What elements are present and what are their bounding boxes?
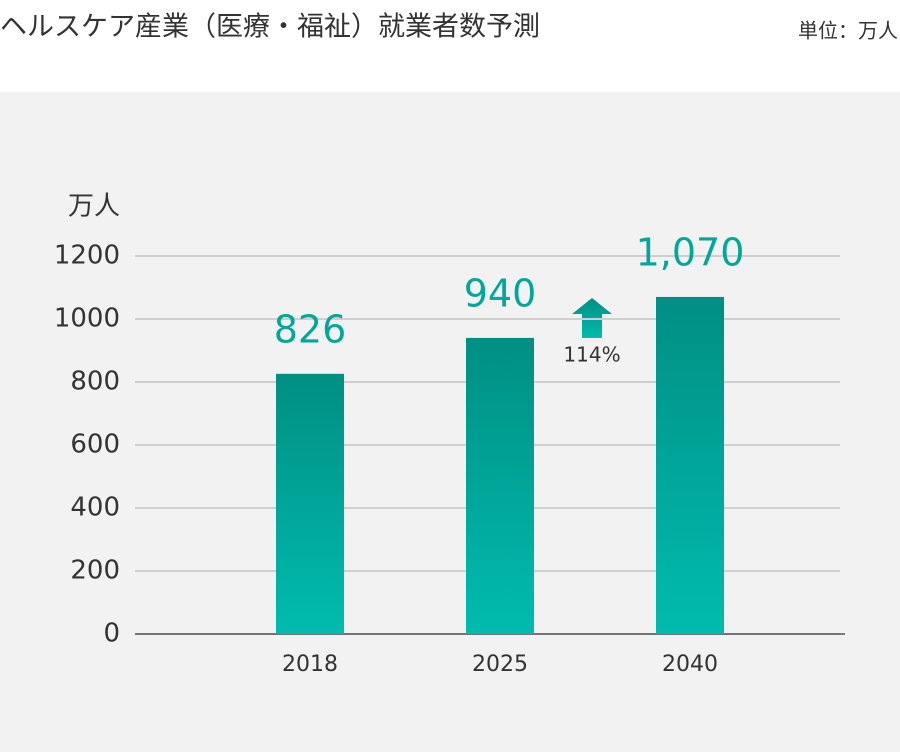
y-tick-label: 800 bbox=[70, 367, 120, 397]
y-tick-label: 200 bbox=[70, 556, 120, 586]
panel bbox=[0, 92, 900, 752]
bar bbox=[466, 337, 534, 634]
y-tick-label: 0 bbox=[103, 619, 120, 649]
bar bbox=[276, 373, 344, 634]
chart-title: ヘルスケア産業（医療・福祉）就業者数予測 bbox=[0, 12, 540, 43]
bar bbox=[656, 296, 724, 634]
value-label: 826 bbox=[274, 307, 347, 351]
unit-label: 単位：万人 bbox=[798, 19, 898, 43]
y-axis-label: 万人 bbox=[68, 192, 120, 222]
value-label: 940 bbox=[464, 271, 537, 315]
value-label: 1,070 bbox=[636, 230, 745, 274]
x-tick-label: 2040 bbox=[662, 652, 718, 677]
y-tick-label: 600 bbox=[70, 430, 120, 460]
x-tick-label: 2018 bbox=[282, 652, 338, 677]
y-tick-label: 1200 bbox=[54, 241, 120, 271]
x-tick-label: 2025 bbox=[472, 652, 528, 677]
y-tick-label: 1000 bbox=[54, 304, 120, 334]
y-tick-label: 400 bbox=[70, 493, 120, 523]
annotation: 114% bbox=[563, 343, 620, 367]
